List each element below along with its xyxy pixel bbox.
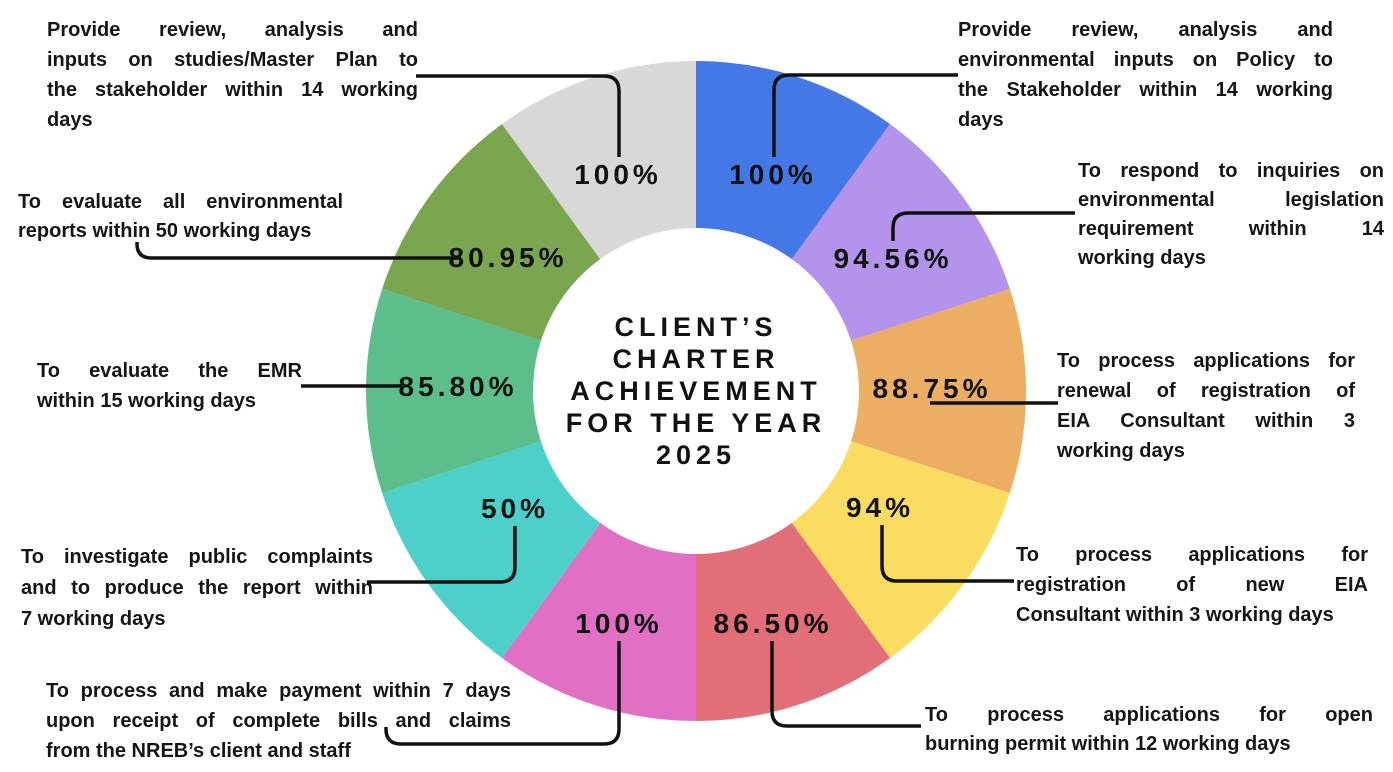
caption-line: To evaluate all environmental: [18, 191, 343, 213]
value-label-eia-consultant-new-registration: 94%: [845, 492, 915, 523]
value-label-policy-inputs: 100%: [729, 159, 817, 190]
leader-line-payment-processing: [384, 641, 621, 746]
donut-segment-environmental-reports: [382, 124, 601, 341]
caption-line: Provide review, analysis and: [47, 19, 418, 41]
caption-line: Consultant within 3 working days: [1016, 604, 1334, 626]
value-label-eia-consultant-renewal: 88.75%: [872, 373, 992, 404]
donut-segment-master-plan-inputs: [502, 61, 696, 260]
caption-line: Provide review, analysis and: [958, 19, 1333, 41]
caption-policy-inputs: Provide review, analysis and environmenta…: [958, 15, 1333, 135]
caption-line: reports within 50 working days: [18, 220, 312, 242]
value-label-emr-evaluation: 85.80%: [398, 371, 518, 402]
donut-segments: [365, 61, 1026, 721]
caption-line: from the NREB’s client and staff: [46, 740, 351, 762]
caption-line: To respond to inquiries on: [1078, 160, 1384, 182]
caption-line: inputs on studies/Master Plan to: [47, 49, 418, 71]
caption-line: the Stakeholder within 14 working: [958, 79, 1333, 101]
value-label-master-plan-inputs: 100%: [574, 159, 662, 190]
donut-segment-public-complaints: [382, 441, 601, 658]
caption-eia-consultant-renewal: To process applications for renewal of re…: [1057, 346, 1355, 466]
chart-title-line: CHARTER: [612, 344, 780, 374]
leader-line-open-burning-permit: [770, 641, 921, 728]
chart-title-line: ACHIEVEMENT: [570, 376, 822, 406]
chart-title-line: FOR THE YEAR: [565, 408, 827, 438]
caption-line: upon receipt of complete bills and claim…: [46, 710, 511, 732]
donut-segment-emr-evaluation: [365, 289, 541, 493]
donut-segment-eia-consultant-renewal: [851, 289, 1026, 493]
caption-line: To process applications for: [1016, 544, 1368, 566]
chart-title-line: 2025: [655, 440, 737, 470]
leader-lines: [135, 73, 1075, 746]
caption-line: EIA Consultant within 3: [1057, 410, 1355, 432]
caption-line: requirement within 14: [1078, 218, 1384, 240]
donut-segment-eia-consultant-new-registration: [791, 441, 1010, 658]
donut-segment-legislation-inquiries: [791, 124, 1010, 341]
donut-segment-policy-inputs: [696, 61, 890, 260]
caption-line: days: [47, 109, 93, 131]
caption-line: To investigate public complaints: [21, 546, 373, 568]
caption-emr-evaluation: To evaluate the EMR within 15 working day…: [37, 356, 302, 416]
leader-line-eia-consultant-new-registration: [880, 525, 1014, 583]
caption-line: registration of new EIA: [1016, 574, 1368, 596]
value-label-open-burning-permit: 86.50%: [713, 608, 833, 639]
caption-line: To evaluate the EMR: [37, 360, 302, 382]
donut-segment-open-burning-permit: [696, 522, 890, 721]
caption-line: To process applications for: [1057, 350, 1355, 372]
value-label-payment-processing: 100%: [575, 608, 663, 639]
value-label-public-complaints: 50%: [480, 493, 550, 524]
caption-line: To process and make payment within 7 day…: [46, 680, 511, 702]
caption-master-plan-inputs: Provide review, analysis and inputs on st…: [47, 15, 418, 135]
caption-legislation-inquiries: To respond to inquiries on environmental …: [1078, 157, 1384, 273]
caption-line: and to produce the report within: [21, 577, 373, 599]
caption-eia-consultant-new-registration: To process applications for registration …: [1016, 540, 1368, 630]
leader-line-master-plan-inputs: [416, 74, 621, 157]
caption-line: within 15 working days: [37, 390, 256, 412]
donut-segment-payment-processing: [502, 522, 696, 721]
value-label-legislation-inquiries: 94.56%: [833, 243, 953, 274]
chart-title: CLIENT’S CHARTER ACHIEVEMENT FOR THE YEA…: [566, 311, 827, 471]
caption-line: environmental inputs on Policy to: [958, 49, 1333, 71]
caption-line: burning permit within 12 working days: [925, 733, 1291, 755]
caption-open-burning-permit: To process applications for open burning …: [925, 701, 1373, 759]
caption-line: the stakeholder within 14 working: [47, 79, 418, 101]
caption-public-complaints: To investigate public complaints and to p…: [21, 542, 373, 635]
leader-line-legislation-inquiries: [891, 211, 1075, 241]
caption-line: days: [958, 109, 1004, 131]
caption-line: environmental legislation: [1078, 189, 1384, 211]
caption-line: working days: [1057, 440, 1185, 462]
chart-title-line: CLIENT’S: [614, 312, 778, 342]
value-label-environmental-reports: 80.95%: [448, 242, 568, 273]
caption-line: To process applications for open: [925, 704, 1373, 726]
caption-line: working days: [1078, 247, 1206, 269]
caption-line: renewal of registration of: [1057, 380, 1355, 402]
leader-line-public-complaints: [367, 526, 517, 584]
caption-payment-processing: To process and make payment within 7 day…: [46, 676, 511, 766]
leader-line-environmental-reports: [135, 242, 461, 260]
caption-line: 7 working days: [21, 608, 166, 630]
caption-environmental-reports: To evaluate all environmental reports wit…: [18, 188, 343, 246]
leader-line-policy-inputs: [772, 73, 958, 157]
